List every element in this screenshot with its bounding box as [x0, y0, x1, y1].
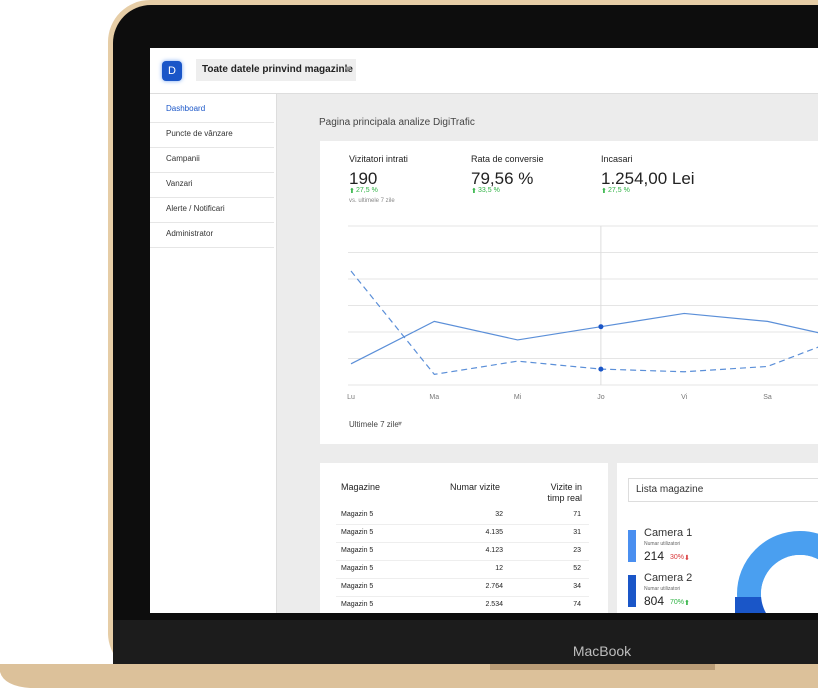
table-row-divider [336, 560, 589, 561]
marker [598, 324, 604, 330]
table-cell: Magazin 5 [341, 601, 374, 608]
camera-count: 804 [644, 594, 665, 608]
sidebar-item[interactable]: Campanii [166, 154, 200, 163]
chin [113, 620, 818, 665]
chart-card [320, 141, 818, 444]
table-cell: 2.764 [485, 583, 503, 590]
table-header: Magazine [341, 482, 381, 492]
table-cell: 71 [573, 511, 581, 518]
table-cell: 52 [573, 565, 581, 572]
kpi-change: 27,5 % [608, 187, 630, 194]
donut [737, 531, 818, 613]
x-tick-label: Ma [429, 394, 439, 401]
kpi-change-arrow: ⬆ [349, 188, 355, 195]
store-select-text: Toate datele prinvind magazinle [202, 64, 353, 75]
sidebar-item[interactable]: Administrator [166, 229, 214, 238]
table-cell: 74 [573, 601, 581, 608]
table-cell: 34 [573, 583, 581, 590]
sidebar-item[interactable]: Alerte / Notificari [166, 204, 225, 213]
table-cell: Magazin 5 [341, 529, 374, 536]
period-select: Ultimele 7 zile [349, 420, 399, 429]
sidebar-divider [150, 147, 274, 148]
x-tick-label: Vi [681, 394, 688, 401]
base-notch [490, 664, 715, 670]
kpi-change-arrow: ⬆ [601, 188, 607, 195]
sidebar-item[interactable]: Puncte de vânzare [166, 129, 233, 138]
table-cell: Magazin 5 [341, 511, 374, 518]
sidebar [150, 94, 277, 613]
x-tick-label: Lu [347, 394, 355, 401]
camera-caption: Numar utilizatori [644, 541, 681, 547]
kpi-value: 190 [349, 169, 378, 188]
kpi-change: 33,5 % [478, 187, 500, 194]
table-cell: 32 [495, 511, 503, 518]
table-row-divider [336, 524, 589, 525]
x-tick-label: Sa [763, 394, 772, 401]
sidebar-divider [150, 122, 274, 123]
search-input[interactable]: Lista magazine [628, 478, 818, 502]
kpi-change-arrow: ⬆ [471, 188, 477, 195]
table-cell: 4.123 [485, 547, 503, 554]
table-cell: Magazin 5 [341, 547, 374, 554]
marker [598, 366, 604, 372]
page-title: Pagina principala analize DigiTrafic [319, 117, 475, 128]
table-cell: 31 [573, 529, 581, 536]
camera-caption: Numar utilizatori [644, 586, 681, 592]
trend-arrow: ⬆ [684, 600, 690, 607]
table-cell: 23 [573, 547, 581, 554]
table-card [320, 463, 608, 613]
line-series [350, 312, 818, 365]
table-cell: Magazin 5 [341, 565, 374, 572]
table-row-divider [336, 578, 589, 579]
camera-bar [628, 575, 636, 607]
table-cell: 4.135 [485, 529, 503, 536]
dropdown-arrow: ▾ [398, 419, 403, 428]
donut-hole [761, 555, 818, 613]
sidebar-item[interactable]: Dashboard [166, 104, 206, 113]
sidebar-divider [150, 197, 274, 198]
table-header: Numar vizite [450, 482, 501, 492]
dropdown-arrow: ▾ [344, 64, 350, 75]
table-cell: 12 [495, 565, 503, 572]
kpi-label: Rata de conversie [471, 154, 544, 164]
camera-count: 214 [644, 549, 665, 563]
camera-change: 30% [670, 554, 685, 561]
sidebar-divider [150, 172, 274, 173]
x-tick-label: Mi [514, 394, 522, 401]
kpi-change: 27,5 % [356, 187, 378, 194]
logo[interactable]: D [162, 61, 182, 81]
store-select[interactable]: Toate datele prinvind magazinle ▾ [196, 59, 356, 81]
kpi-note: vs. ultimele 7 zile [349, 198, 395, 204]
overlay: Lu Ma Mi Jo Vi Sa [347, 225, 818, 613]
trend-arrow: ⬇ [684, 555, 690, 562]
table-cell: 2.534 [485, 601, 503, 608]
device-label: MacBook [573, 643, 632, 659]
table-row-divider [336, 542, 589, 543]
table-row-divider [336, 596, 589, 597]
screen: D Toate datele prinvind magazinle ▾ Pagin… [150, 48, 818, 613]
camera-name: Camera 1 [644, 527, 693, 539]
sidebar-item[interactable]: Vanzari [166, 179, 193, 188]
camera-change: 70% [670, 599, 685, 606]
kpi-label: Vizitatori intrati [349, 154, 408, 164]
sidebar-divider [150, 222, 274, 223]
x-tick-label: Jo [597, 394, 605, 401]
kpi-value: 79,56 % [471, 169, 534, 188]
kpi-label: Incasari [601, 154, 633, 164]
camera-name: Camera 2 [644, 572, 693, 584]
sidebar-divider [150, 247, 274, 248]
camera-bar [628, 530, 636, 562]
table-cell: Magazin 5 [341, 583, 374, 590]
table-header: Vizite in timp real [547, 482, 582, 503]
kpi-value: 1.254,00 Lei [601, 169, 695, 188]
